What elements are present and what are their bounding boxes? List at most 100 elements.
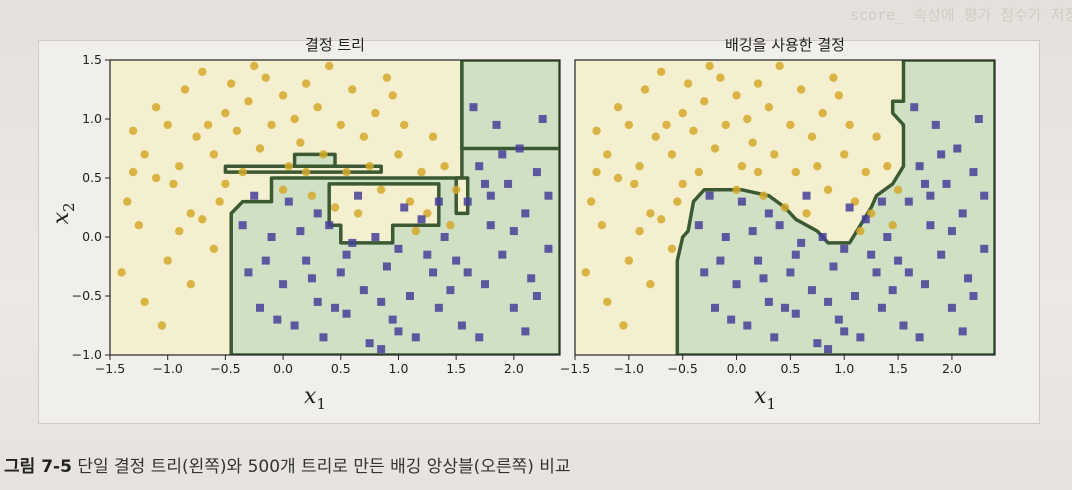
class1-point	[754, 256, 763, 265]
class1-point	[759, 274, 768, 283]
class1-point	[931, 120, 940, 129]
class0-point	[581, 268, 590, 277]
class1-point	[498, 150, 507, 159]
class1-point	[532, 292, 541, 300]
class1-point	[365, 339, 374, 348]
class0-point	[348, 85, 357, 94]
class1-point	[509, 227, 518, 236]
class1-island	[292, 152, 337, 168]
class1-point	[786, 268, 795, 277]
class0-point	[840, 150, 849, 159]
class0-point	[151, 173, 161, 183]
class1-point	[813, 339, 822, 348]
class1-point	[851, 292, 859, 300]
class0-point	[261, 73, 270, 82]
x-tick-label: 1.5	[446, 361, 466, 376]
x-tick-label: 1.0	[834, 361, 854, 376]
class1-island	[460, 60, 560, 151]
class1-point	[964, 274, 973, 283]
class1-point	[694, 221, 703, 230]
class1-point	[802, 191, 811, 200]
class1-point	[937, 150, 946, 159]
class0-point	[829, 73, 838, 82]
axes-frame	[109, 59, 561, 356]
class0-point	[342, 167, 351, 177]
class1-point	[457, 321, 466, 330]
class0-point	[175, 226, 184, 236]
class1-point	[915, 333, 924, 342]
class1-point	[336, 268, 345, 277]
class1-point	[947, 303, 956, 312]
class0-point	[683, 79, 693, 88]
class1-point	[377, 345, 386, 354]
class0-point	[330, 203, 340, 212]
class1-point	[737, 197, 746, 206]
class1-point	[840, 327, 849, 336]
class0-point	[313, 103, 322, 112]
class0-point	[813, 162, 822, 171]
class0-point	[700, 97, 709, 106]
plot-area	[575, 60, 995, 355]
class0-point	[198, 215, 207, 224]
class1-point	[354, 191, 363, 200]
class1-point	[250, 191, 259, 200]
class0-point	[807, 132, 817, 141]
class0-point	[732, 185, 741, 194]
class0-point	[376, 185, 386, 194]
class1-point	[711, 303, 719, 312]
axes-frame	[574, 59, 996, 356]
class0-point	[624, 256, 634, 265]
class1-point	[861, 215, 870, 224]
class1-point	[434, 303, 443, 312]
class0-point	[667, 244, 677, 253]
class1-point	[538, 115, 547, 123]
class1-point	[840, 244, 849, 253]
class1-point	[791, 309, 800, 318]
class0-point	[716, 73, 725, 82]
class1-point	[775, 221, 784, 230]
class0-point	[705, 61, 714, 71]
class0-point	[325, 61, 334, 71]
class1-point	[888, 286, 897, 295]
class0-point	[673, 197, 682, 206]
class0-point	[823, 185, 833, 194]
class1-point	[867, 250, 876, 259]
class1-point	[926, 221, 935, 230]
class1-point	[492, 120, 501, 129]
class0-point	[753, 79, 763, 88]
class0-point	[192, 132, 201, 141]
class1-point	[463, 268, 472, 277]
class1-point	[284, 197, 293, 206]
x-tick-label: 1.0	[389, 361, 409, 376]
class1-point	[256, 303, 264, 312]
class0-point	[198, 67, 207, 77]
class1-point	[899, 321, 908, 330]
class1-point	[958, 209, 967, 218]
class1-point	[359, 286, 368, 295]
class0-point	[786, 120, 795, 130]
y-tick-label: 1.0	[82, 111, 102, 126]
class1-point	[974, 115, 983, 123]
class1-point	[267, 233, 276, 241]
class0-point	[169, 179, 178, 189]
class0-point	[238, 167, 247, 177]
class0-point	[640, 85, 650, 94]
class0-point	[186, 209, 195, 218]
class0-point	[613, 173, 623, 183]
class1-point	[969, 168, 978, 177]
class0-point	[651, 132, 660, 141]
class0-point	[232, 126, 242, 135]
class0-point	[428, 132, 438, 141]
class1-point	[382, 262, 391, 271]
class1-point	[872, 268, 881, 277]
class0-point	[446, 221, 455, 230]
class1-point	[273, 315, 282, 324]
class0-point	[382, 73, 392, 82]
class0-point	[203, 120, 213, 130]
class1-point	[342, 309, 351, 318]
class1-point	[980, 244, 989, 253]
class1-point	[824, 345, 833, 354]
class0-point	[856, 226, 865, 236]
class1-point	[947, 227, 956, 236]
class1-point	[883, 233, 892, 241]
